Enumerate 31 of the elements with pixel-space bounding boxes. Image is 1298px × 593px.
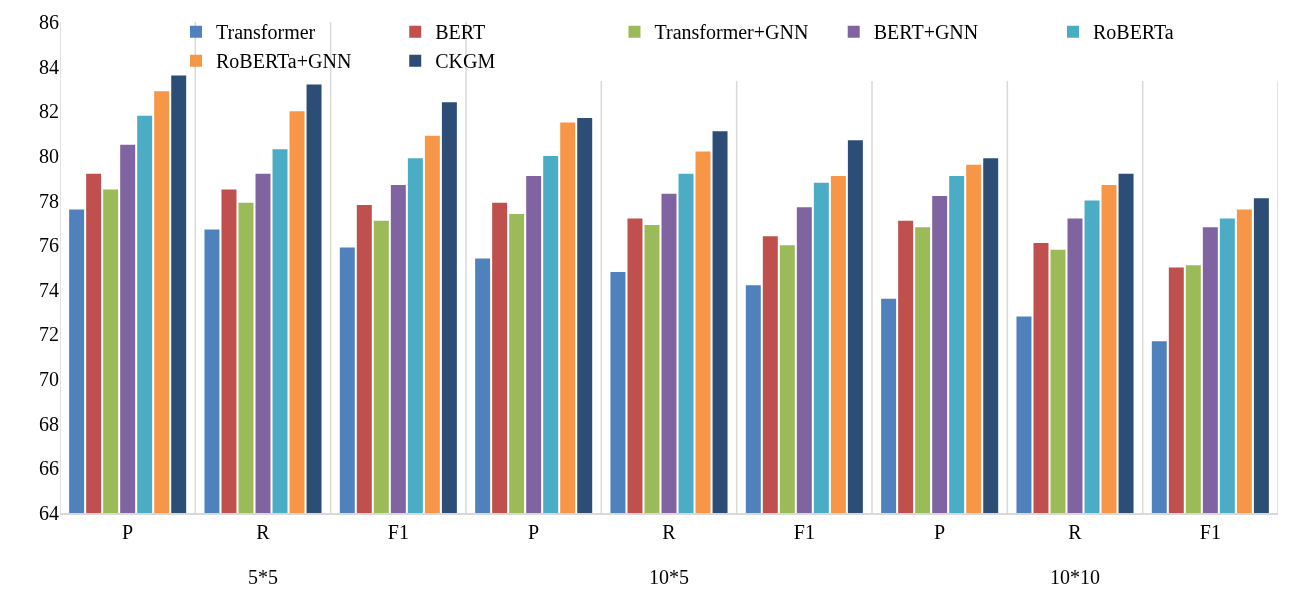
legend-label: RoBERTa+GNN xyxy=(216,50,352,73)
x-tick-label: P xyxy=(528,521,540,543)
text: 10*10 xyxy=(1050,566,1100,588)
legend-label: Transformer+GNN xyxy=(654,21,809,44)
text: 10*5 xyxy=(649,566,689,588)
legend-label: RoBERTa xyxy=(1092,21,1174,44)
y-tick-label: 82 xyxy=(39,100,59,123)
x-tick-label: P xyxy=(122,521,134,543)
x-tick-label: P xyxy=(934,521,946,543)
y-tick-label: 84 xyxy=(39,55,59,78)
x-tick-label: R xyxy=(1068,521,1083,543)
x-tick-label: F1 xyxy=(387,521,409,543)
y-tick-label: 74 xyxy=(39,278,59,301)
y-tick-label: 66 xyxy=(39,457,59,480)
y-tick-label: 70 xyxy=(39,368,59,391)
y-tick-label: 68 xyxy=(39,412,59,435)
y-tick-label: 80 xyxy=(39,144,59,167)
text: 5*5 xyxy=(248,566,278,588)
x-tick-label: F1 xyxy=(1199,521,1221,543)
y-tick-label: 72 xyxy=(39,323,59,346)
x-tick-label: F1 xyxy=(793,521,815,543)
y-tick-label: 76 xyxy=(39,234,59,257)
legend-label: BERT+GNN xyxy=(873,21,979,44)
x-tick-label: R xyxy=(662,521,677,543)
x-tick-label: R xyxy=(256,521,271,543)
y-tick-label: 86 xyxy=(39,11,59,33)
y-tick-label: 78 xyxy=(39,189,59,212)
y-tick-label: 64 xyxy=(39,502,59,524)
legend-label: BERT xyxy=(435,21,486,44)
legend-label: Transformer xyxy=(216,21,316,44)
legend-label: CKGM xyxy=(435,50,496,73)
